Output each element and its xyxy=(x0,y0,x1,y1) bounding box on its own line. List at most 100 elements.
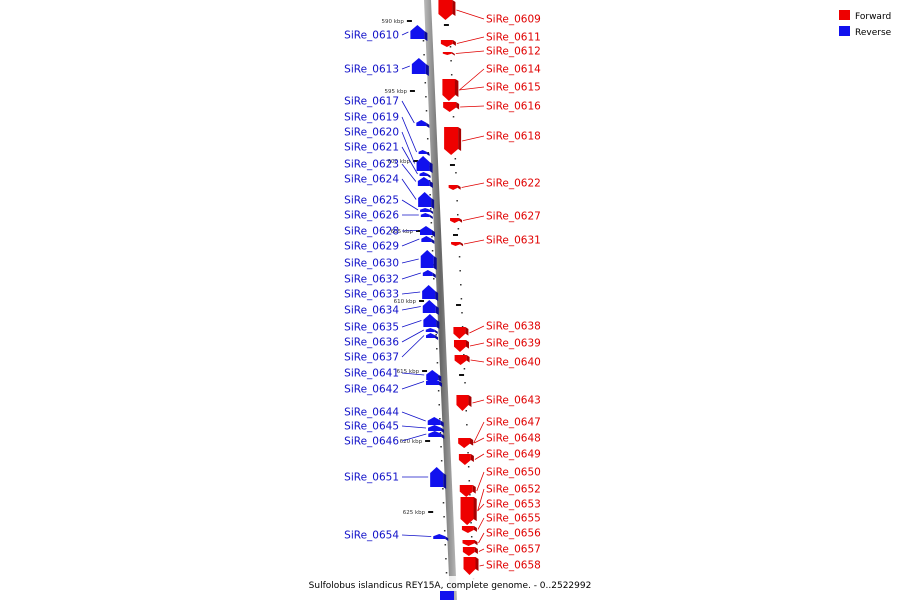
forward-gene-label[interactable]: SiRe_0638 xyxy=(486,321,541,333)
forward-gene[interactable] xyxy=(453,327,469,339)
reverse-gene[interactable] xyxy=(422,285,439,301)
forward-gene-label[interactable]: SiRe_0614 xyxy=(486,64,541,76)
reverse-gene[interactable] xyxy=(428,431,445,439)
forward-gene[interactable] xyxy=(440,40,456,47)
forward-gene[interactable] xyxy=(444,127,462,155)
reverse-gene-label[interactable]: SiRe_0634 xyxy=(344,305,399,317)
reverse-gene[interactable] xyxy=(440,591,454,600)
forward-gene[interactable] xyxy=(438,0,456,20)
reverse-gene-label[interactable]: SiRe_0617 xyxy=(344,96,399,108)
forward-gene-label[interactable]: SiRe_0657 xyxy=(486,544,541,556)
forward-gene-label[interactable]: SiRe_0650 xyxy=(486,467,541,479)
reverse-gene[interactable] xyxy=(426,333,439,340)
forward-gene[interactable] xyxy=(448,185,461,190)
forward-gene-label[interactable]: SiRe_0640 xyxy=(486,357,541,369)
reverse-gene[interactable] xyxy=(433,534,449,541)
reverse-gene[interactable] xyxy=(410,25,428,41)
reverse-gene[interactable] xyxy=(420,213,433,219)
forward-gene[interactable] xyxy=(442,80,458,100)
reverse-gene-label[interactable]: SiRe_0642 xyxy=(344,384,399,396)
reverse-gene[interactable] xyxy=(416,120,430,128)
reverse-gene[interactable] xyxy=(425,328,438,334)
forward-gene-label[interactable]: SiRe_0653 xyxy=(486,499,541,511)
reverse-gene-label[interactable]: SiRe_0635 xyxy=(344,322,399,334)
forward-gene[interactable] xyxy=(456,395,472,411)
forward-gene[interactable] xyxy=(461,526,477,533)
forward-gene[interactable] xyxy=(443,102,460,112)
reverse-gene-label[interactable]: SiRe_0632 xyxy=(344,274,399,286)
reverse-gene[interactable] xyxy=(430,467,447,489)
forward-gene-label[interactable]: SiRe_0649 xyxy=(486,449,541,461)
reverse-gene[interactable] xyxy=(423,314,440,329)
forward-gene[interactable] xyxy=(454,355,470,365)
reverse-gene[interactable] xyxy=(419,226,435,237)
forward-gene[interactable] xyxy=(442,52,455,56)
forward-gene-label[interactable]: SiRe_0631 xyxy=(486,235,541,247)
reverse-gene[interactable] xyxy=(427,417,444,427)
forward-gene-label[interactable]: SiRe_0615 xyxy=(486,82,541,94)
forward-gene[interactable] xyxy=(460,497,477,525)
reverse-gene[interactable] xyxy=(421,236,435,244)
reverse-gene[interactable] xyxy=(420,250,437,270)
forward-gene-label[interactable]: SiRe_0622 xyxy=(486,178,541,190)
forward-gene[interactable] xyxy=(463,557,479,575)
forward-gene-label[interactable]: SiRe_0616 xyxy=(486,101,541,113)
forward-gene-label[interactable]: SiRe_0627 xyxy=(486,211,541,223)
reverse-gene-label[interactable]: SiRe_0629 xyxy=(344,241,399,253)
reverse-gene-label[interactable]: SiRe_0623 xyxy=(344,159,399,171)
reverse-gene[interactable] xyxy=(422,300,439,315)
reverse-gene-label[interactable]: SiRe_0636 xyxy=(344,337,399,349)
reverse-gene[interactable] xyxy=(426,370,442,382)
forward-gene[interactable] xyxy=(451,242,464,247)
reverse-gene-label[interactable]: SiRe_0621 xyxy=(344,142,399,154)
forward-gene-label[interactable]: SiRe_0647 xyxy=(486,417,541,429)
forward-gene-label[interactable]: SiRe_0639 xyxy=(486,338,541,350)
reverse-gene[interactable] xyxy=(419,172,431,178)
reverse-gene[interactable] xyxy=(428,425,445,433)
forward-gene-label[interactable]: SiRe_0655 xyxy=(486,513,541,525)
reverse-gene-label[interactable]: SiRe_0613 xyxy=(344,64,399,76)
forward-gene-label[interactable]: SiRe_0609 xyxy=(486,14,541,26)
reverse-gene-label[interactable]: SiRe_0641 xyxy=(344,368,399,380)
reverse-gene-label[interactable]: SiRe_0654 xyxy=(344,530,399,542)
reverse-gene-label[interactable]: SiRe_0610 xyxy=(344,30,399,42)
reverse-gene-label[interactable]: SiRe_0625 xyxy=(344,195,399,207)
forward-gene-label[interactable]: SiRe_0643 xyxy=(486,395,541,407)
reverse-gene[interactable] xyxy=(422,270,436,278)
reverse-gene-label[interactable]: SiRe_0644 xyxy=(344,407,399,419)
reverse-gene[interactable] xyxy=(411,58,429,76)
forward-gene[interactable] xyxy=(450,218,463,223)
scale-tick-label: 590 kbp xyxy=(381,19,404,25)
forward-gene[interactable] xyxy=(459,485,476,497)
forward-gene[interactable] xyxy=(462,540,478,546)
reverse-gene[interactable] xyxy=(416,156,433,173)
forward-gene-label[interactable]: SiRe_0656 xyxy=(486,528,541,540)
forward-gene-label[interactable]: SiRe_0611 xyxy=(486,32,541,44)
forward-gene[interactable] xyxy=(458,454,474,465)
reverse-gene[interactable] xyxy=(418,192,435,209)
forward-gene[interactable] xyxy=(462,547,478,556)
forward-gene[interactable] xyxy=(453,340,469,352)
reverse-gene[interactable] xyxy=(417,177,433,188)
forward-gene-label[interactable]: SiRe_0648 xyxy=(486,433,541,445)
reverse-gene-label[interactable]: SiRe_0620 xyxy=(344,127,399,139)
reverse-gene-label[interactable]: SiRe_0651 xyxy=(344,472,399,484)
forward-gene[interactable] xyxy=(458,438,474,448)
reverse-gene[interactable] xyxy=(426,378,443,387)
forward-gene-label[interactable]: SiRe_0652 xyxy=(486,484,541,496)
reverse-gene-label[interactable]: SiRe_0624 xyxy=(344,174,399,186)
reverse-gene-label[interactable]: SiRe_0633 xyxy=(344,289,399,301)
forward-gene-label[interactable]: SiRe_0618 xyxy=(486,131,541,143)
forward-gene-label[interactable]: SiRe_0612 xyxy=(486,46,541,58)
reverse-gene-label[interactable]: SiRe_0628 xyxy=(344,226,399,238)
reverse-gene-label[interactable]: SiRe_0626 xyxy=(344,210,399,222)
reverse-gene[interactable] xyxy=(420,208,434,214)
reverse-gene[interactable] xyxy=(418,150,430,156)
reverse-gene-label[interactable]: SiRe_0646 xyxy=(344,436,399,448)
reverse-gene-label[interactable]: SiRe_0645 xyxy=(344,421,399,433)
forward-gene-label[interactable]: SiRe_0658 xyxy=(486,560,541,572)
reverse-gene-label[interactable]: SiRe_0630 xyxy=(344,258,399,270)
reverse-gene-label[interactable]: SiRe_0619 xyxy=(344,112,399,124)
reverse-gene-label[interactable]: SiRe_0637 xyxy=(344,352,399,364)
